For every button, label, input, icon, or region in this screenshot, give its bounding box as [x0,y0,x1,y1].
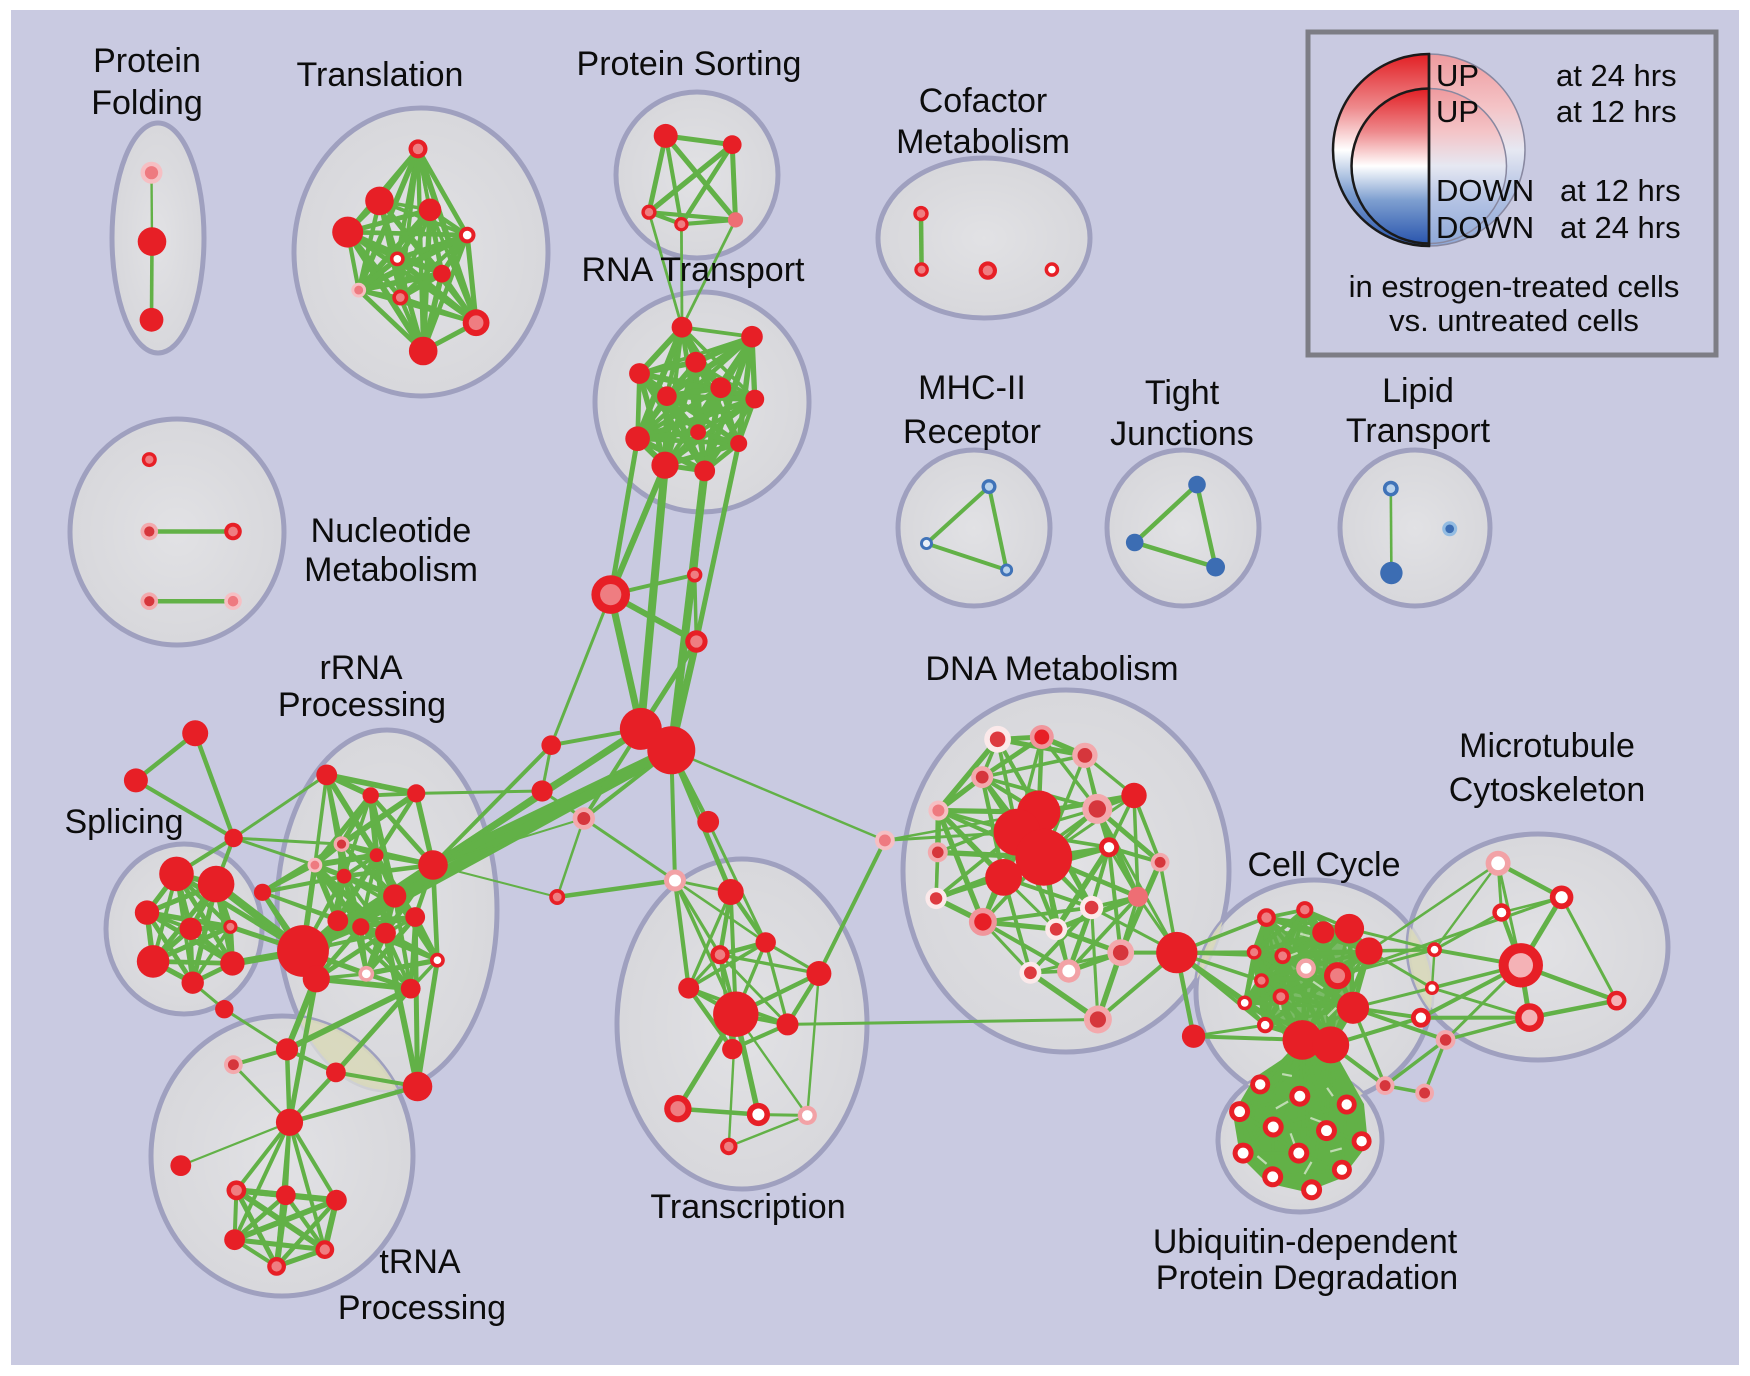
svg-text:Microtubule: Microtubule [1459,727,1635,765]
svg-text:vs. untreated cells: vs. untreated cells [1389,303,1639,338]
svg-text:DOWN: DOWN [1436,210,1534,245]
svg-text:Tight: Tight [1145,374,1220,412]
svg-text:Folding: Folding [91,84,203,122]
svg-text:Cell Cycle: Cell Cycle [1247,846,1400,884]
svg-text:at 24 hrs: at 24 hrs [1560,210,1681,245]
svg-text:Junctions: Junctions [1110,415,1254,453]
svg-text:at 12 hrs: at 12 hrs [1560,173,1681,208]
svg-text:in estrogen-treated cells: in estrogen-treated cells [1349,269,1680,304]
svg-text:Transcription: Transcription [650,1188,845,1226]
svg-text:Nucleotide: Nucleotide [311,512,472,550]
svg-text:Translation: Translation [297,56,464,94]
svg-text:rRNA: rRNA [319,649,402,687]
svg-text:Metabolism: Metabolism [896,123,1070,161]
svg-text:DOWN: DOWN [1436,173,1534,208]
svg-text:Processing: Processing [338,1289,506,1327]
svg-text:Protein: Protein [93,42,201,80]
svg-text:tRNA: tRNA [379,1243,461,1281]
svg-text:Metabolism: Metabolism [304,551,478,589]
svg-text:Splicing: Splicing [64,803,183,841]
svg-text:at 12 hrs: at 12 hrs [1556,94,1677,129]
svg-text:Cytoskeleton: Cytoskeleton [1449,771,1646,809]
svg-text:UP: UP [1436,94,1479,129]
svg-text:Ubiquitin-dependent: Ubiquitin-dependent [1153,1223,1458,1261]
svg-text:Protein Degradation: Protein Degradation [1156,1259,1458,1297]
svg-text:UP: UP [1436,58,1479,93]
svg-text:Receptor: Receptor [903,413,1041,451]
svg-text:Processing: Processing [278,686,446,724]
svg-text:RNA Transport: RNA Transport [582,251,806,289]
svg-text:Lipid: Lipid [1382,372,1454,410]
svg-text:at 24 hrs: at 24 hrs [1556,58,1677,93]
svg-text:Transport: Transport [1346,412,1491,450]
svg-text:Cofactor: Cofactor [919,82,1048,120]
svg-text:MHC-II: MHC-II [918,369,1026,407]
svg-text:Protein Sorting: Protein Sorting [577,45,802,83]
svg-text:DNA Metabolism: DNA Metabolism [925,650,1178,688]
